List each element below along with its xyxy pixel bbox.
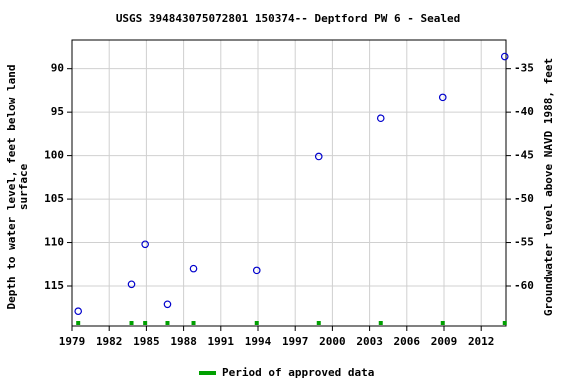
y-tick-label: 90 — [51, 62, 64, 75]
y-tick-label: 105 — [44, 192, 64, 205]
y-axis-label: surface — [17, 163, 30, 210]
data-point — [127, 280, 136, 289]
x-tick-label: 1979 — [59, 335, 86, 348]
approved-marker — [76, 321, 81, 325]
y2-tick-label: -45 — [514, 149, 534, 162]
y2-tick-label: -50 — [514, 192, 534, 205]
y2-tick-label: -40 — [514, 105, 534, 118]
data-point — [189, 264, 198, 273]
x-tick-label: 1982 — [96, 335, 123, 348]
y-tick-label: 95 — [51, 105, 64, 118]
y2-tick-label: -35 — [514, 62, 534, 75]
x-tick-label: 2003 — [356, 335, 383, 348]
y-tick-label: 110 — [44, 236, 64, 249]
data-point — [438, 93, 447, 102]
approved-marker — [440, 321, 445, 325]
approved-marker — [143, 321, 148, 325]
y-tick-label: 100 — [44, 149, 64, 162]
y2-tick-label: -60 — [514, 279, 534, 292]
data-point — [376, 114, 385, 123]
data-point — [74, 307, 83, 316]
x-tick-label: 1994 — [245, 335, 272, 348]
data-point — [163, 300, 172, 309]
x-tick-label: 2000 — [319, 335, 346, 348]
data-point — [500, 52, 509, 61]
y-axis-label: Depth to water level, feet below land — [5, 64, 18, 309]
y-tick-label: 115 — [44, 279, 64, 292]
y2-axis-label: Groundwater level above NAVD 1988, feet — [542, 58, 555, 316]
data-point — [252, 266, 261, 275]
y2-tick-label: -55 — [514, 236, 534, 249]
x-tick-label: 1985 — [133, 335, 160, 348]
approved-marker — [165, 321, 170, 325]
x-tick-label: 1988 — [170, 335, 197, 348]
x-tick-label: 1997 — [282, 335, 309, 348]
legend-label: Period of approved data — [222, 366, 374, 379]
chart-title: USGS 394843075072801 150374-- Deptford P… — [116, 12, 460, 25]
x-tick-label: 2012 — [468, 335, 495, 348]
approved-marker — [502, 321, 507, 325]
plot-frame — [71, 39, 507, 327]
approved-marker — [316, 321, 321, 325]
approved-marker — [254, 321, 259, 325]
x-tick-label: 1991 — [208, 335, 235, 348]
approved-marker — [191, 321, 196, 325]
approved-marker — [129, 321, 134, 325]
data-point — [141, 240, 149, 249]
x-tick-label: 2006 — [394, 335, 421, 348]
approved-marker — [378, 321, 383, 325]
x-tick-label: 2009 — [431, 335, 458, 348]
data-point — [314, 152, 323, 161]
